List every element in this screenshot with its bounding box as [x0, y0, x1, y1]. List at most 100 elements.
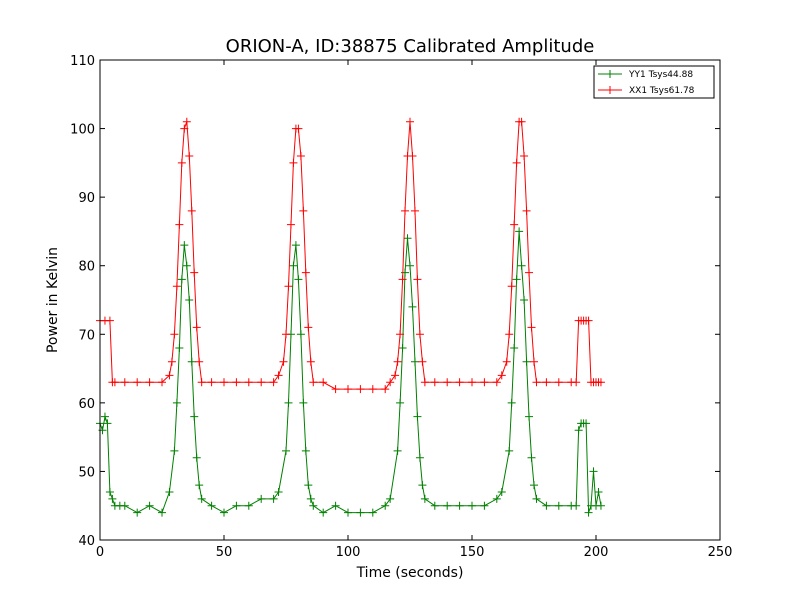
data-point: [195, 357, 204, 366]
data-point: [512, 275, 521, 284]
data-point: [430, 378, 439, 387]
data-point: [291, 241, 300, 250]
data-point: [197, 494, 206, 503]
data-point: [396, 330, 405, 339]
data-point: [381, 385, 390, 394]
data-point: [296, 152, 305, 160]
data-point: [289, 158, 298, 167]
data-point: [356, 385, 365, 394]
data-point: [195, 481, 204, 490]
data-point: [420, 378, 429, 387]
data-point: [105, 488, 114, 496]
data-point: [574, 426, 583, 435]
data-point: [480, 378, 489, 387]
data-point: [269, 494, 278, 503]
data-point: [145, 378, 154, 387]
data-point: [522, 357, 531, 366]
data-point: [244, 378, 253, 387]
data-point: [572, 501, 581, 510]
data-point: [110, 378, 119, 387]
data-point: [413, 412, 422, 421]
series-layer: [96, 117, 605, 517]
data-point: [232, 501, 241, 510]
data-point: [492, 378, 501, 387]
data-point: [594, 488, 603, 496]
y-tick-label: 110: [70, 54, 95, 69]
data-point: [497, 371, 506, 380]
data-point: [145, 501, 154, 510]
data-point: [187, 206, 196, 215]
data-point: [344, 508, 352, 517]
data-point: [356, 508, 365, 517]
data-point: [410, 357, 419, 366]
data-point: [582, 419, 591, 428]
ticks-layer: 0 50 100 150 200 250 40 50 60 70 80 90 100 110: [70, 54, 732, 560]
data-point: [133, 508, 142, 517]
data-point: [403, 234, 412, 243]
data-point: [180, 241, 189, 250]
data-point: [120, 378, 129, 387]
data-point: [158, 378, 166, 387]
data-point: [319, 508, 328, 517]
data-point: [401, 268, 410, 277]
data-point: [286, 220, 295, 229]
data-point: [257, 494, 266, 503]
data-point: [309, 501, 318, 510]
data-point: [410, 206, 419, 215]
data-point: [480, 501, 489, 510]
x-tick-label: 100: [336, 545, 361, 560]
legend-label: XX1 Tsys61.78: [629, 86, 695, 96]
data-point: [455, 501, 464, 510]
data-point: [515, 227, 524, 236]
data-point: [492, 494, 501, 503]
data-point: [517, 117, 526, 126]
data-point: [282, 330, 290, 339]
data-point: [344, 385, 352, 394]
data-point: [418, 357, 427, 366]
data-point: [244, 501, 253, 510]
data-point: [468, 378, 476, 387]
data-point: [232, 378, 241, 387]
data-point: [103, 419, 112, 428]
data-point: [100, 412, 109, 421]
legend: YY1 Tsys44.88 XX1 Tsys61.78: [593, 65, 715, 99]
data-point: [207, 378, 216, 387]
data-point: [257, 378, 266, 387]
series-1: [96, 117, 605, 394]
x-tick-label: 150: [460, 545, 485, 560]
legend-label: YY1 Tsys44.88: [628, 70, 693, 80]
data-point: [415, 453, 424, 462]
data-point: [185, 152, 194, 160]
data-point: [532, 494, 541, 503]
data-point: [304, 323, 313, 332]
y-tick-label: 80: [78, 260, 95, 275]
data-point: [172, 282, 181, 291]
data-point: [187, 357, 196, 366]
data-point: [443, 501, 452, 510]
data-point: [274, 371, 283, 380]
data-point: [331, 501, 340, 510]
data-point: [192, 323, 201, 332]
plot-frame: [99, 59, 721, 541]
data-point: [177, 158, 186, 167]
data-point: [289, 261, 298, 270]
data-point: [331, 385, 340, 394]
data-point: [108, 494, 117, 503]
data-point: [386, 378, 395, 387]
data-point: [197, 378, 206, 387]
y-tick-label: 70: [78, 328, 95, 343]
data-point: [167, 357, 176, 366]
data-point: [177, 275, 186, 284]
data-point: [413, 275, 422, 284]
data-point: [368, 385, 377, 394]
data-point: [299, 398, 308, 407]
data-point: [527, 323, 536, 332]
data-point: [502, 357, 511, 366]
data-point: [105, 316, 114, 325]
data-point: [220, 378, 228, 387]
data-point: [207, 501, 216, 510]
data-point: [165, 488, 174, 496]
data-point: [393, 446, 402, 455]
data-point: [584, 508, 593, 517]
